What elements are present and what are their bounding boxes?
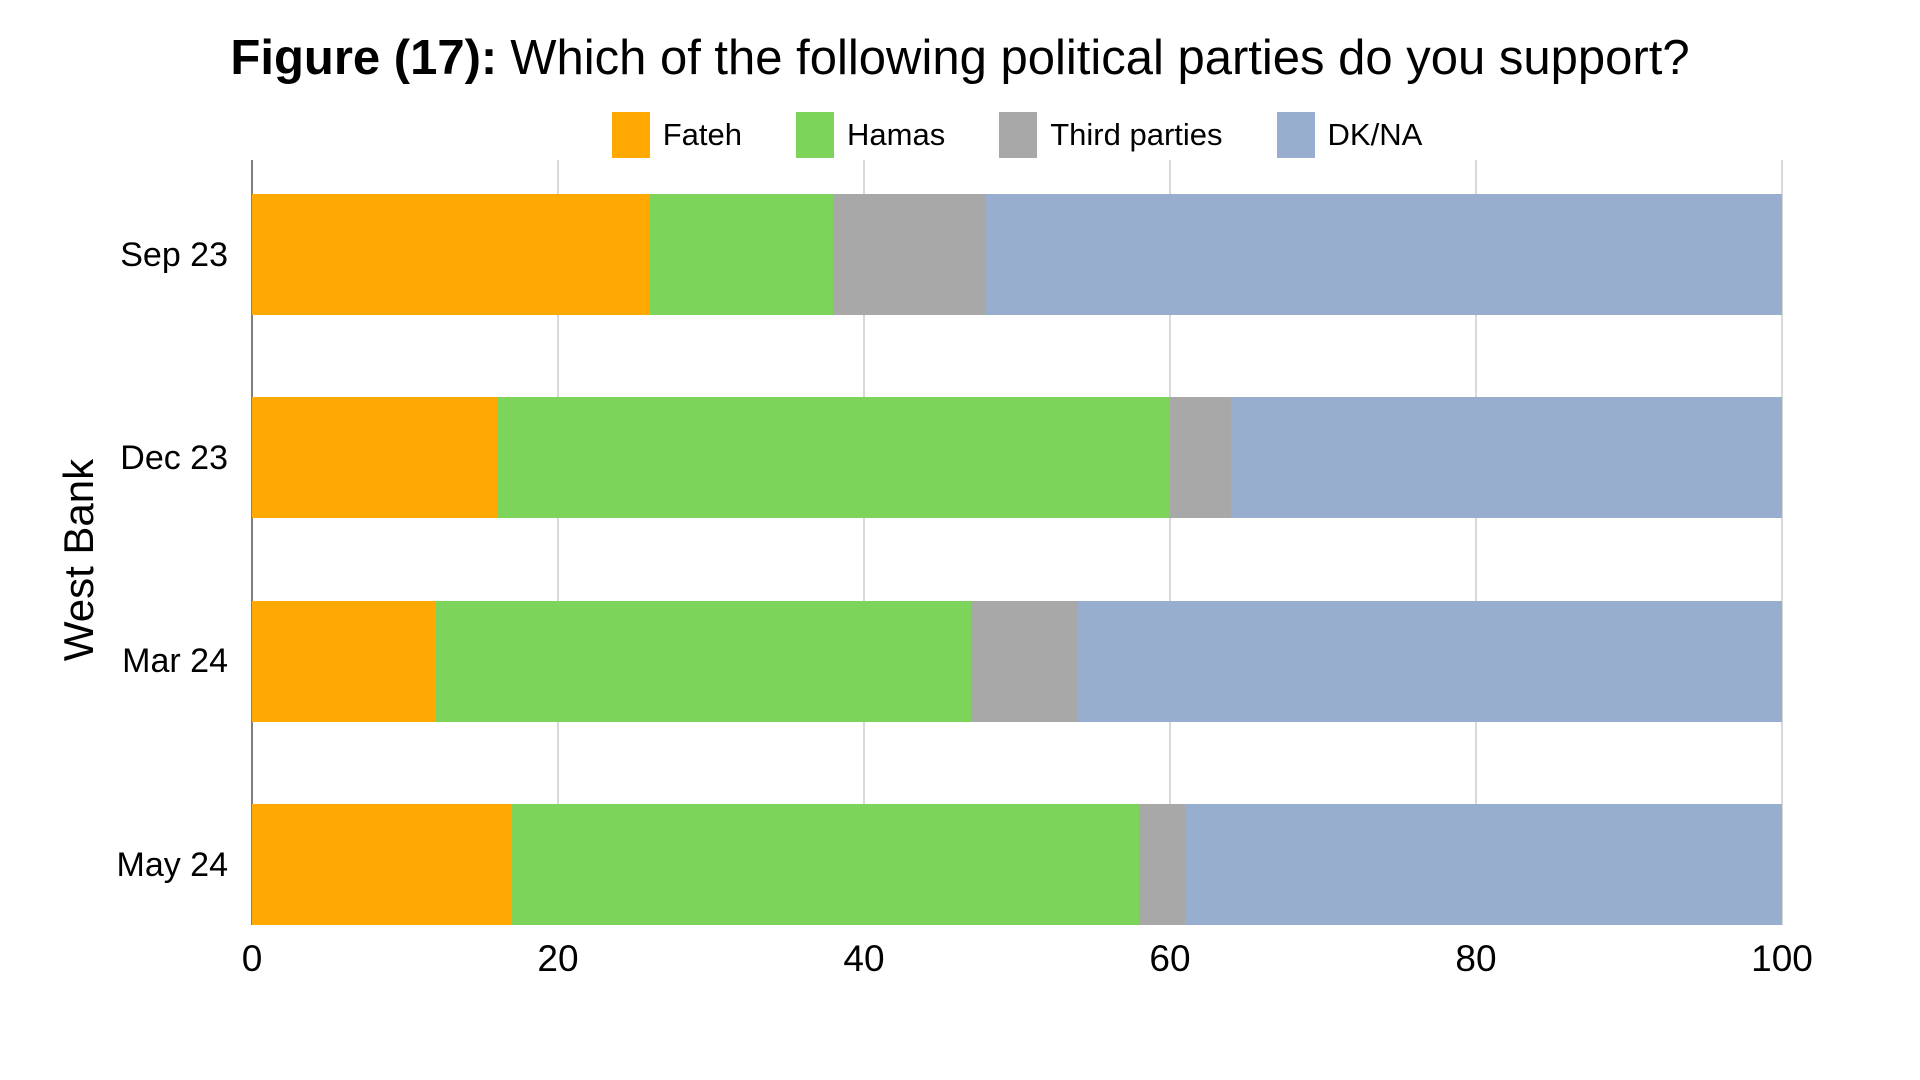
gridline-80 <box>1475 160 1477 925</box>
legend-item-third-parties: Third parties <box>999 112 1223 158</box>
bar-segment-hamas-may-24 <box>512 804 1140 925</box>
category-label-sep-23: Sep 23 <box>120 235 228 274</box>
bar-segment-hamas-dec-23 <box>496 397 1170 519</box>
bar-segment-fateh-dec-23 <box>252 397 497 519</box>
legend-item-hamas: Hamas <box>796 112 945 158</box>
gridline-40 <box>863 160 865 925</box>
x-tick-label-40: 40 <box>843 938 885 979</box>
bar-may-24 <box>252 804 1782 925</box>
x-tick-label-20: 20 <box>537 938 579 979</box>
gridline-20 <box>557 160 559 925</box>
bar-segment-hamas-mar-24 <box>435 600 972 722</box>
legend-label-fateh: Fateh <box>662 117 743 152</box>
bar-segment-third-parties-may-24 <box>1139 804 1186 925</box>
legend: Fateh Hamas Third parties DK/NA <box>252 112 1782 158</box>
bar-segment-fateh-may-24 <box>252 804 513 925</box>
chart-title-text: Which of the following political parties… <box>510 31 1690 85</box>
legend-item-fateh: Fateh <box>611 112 743 158</box>
bar-segment-dk-na-may-24 <box>1185 804 1782 925</box>
gridline-60 <box>1169 160 1171 925</box>
legend-label-third-parties: Third parties <box>1050 117 1223 152</box>
y-axis-label: West Bank <box>55 458 102 662</box>
y-axis-line <box>251 160 253 925</box>
plot-area <box>251 160 1783 925</box>
category-label-dec-23: Dec 23 <box>120 438 228 477</box>
legend-swatch-dk-na <box>1276 112 1315 158</box>
bar-mar-24 <box>252 600 1782 722</box>
legend-swatch-hamas <box>796 112 835 158</box>
bar-segment-fateh-mar-24 <box>252 600 436 722</box>
bar-segment-fateh-sep-23 <box>252 194 650 315</box>
chart-title-prefix: Figure (17): <box>230 31 498 85</box>
bar-segment-third-parties-mar-24 <box>971 600 1079 722</box>
legend-swatch-fateh <box>611 112 650 158</box>
bar-sep-23 <box>252 194 1782 315</box>
bar-segment-dk-na-sep-23 <box>986 194 1782 315</box>
legend-item-dk-na: DK/NA <box>1276 112 1423 158</box>
legend-swatch-third-parties <box>999 112 1038 158</box>
chart-title: Figure (17): Which of the following polit… <box>0 30 1920 86</box>
x-tick-label-0: 0 <box>241 938 263 979</box>
bar-segment-third-parties-dec-23 <box>1169 397 1232 519</box>
bar-segment-dk-na-mar-24 <box>1078 600 1782 722</box>
category-label-may-24: May 24 <box>116 845 229 884</box>
bar-segment-hamas-sep-23 <box>649 194 834 315</box>
category-label-mar-24: Mar 24 <box>122 642 228 681</box>
x-tick-label-60: 60 <box>1149 938 1191 979</box>
x-tick-label-80: 80 <box>1455 938 1497 979</box>
x-tick-label-100: 100 <box>1751 938 1813 979</box>
bar-segment-dk-na-dec-23 <box>1231 397 1782 519</box>
bar-dec-23 <box>252 397 1782 519</box>
legend-label-dk-na: DK/NA <box>1327 117 1423 152</box>
legend-label-hamas: Hamas <box>847 117 946 152</box>
gridline-100 <box>1781 160 1783 925</box>
bar-segment-third-parties-sep-23 <box>833 194 987 315</box>
